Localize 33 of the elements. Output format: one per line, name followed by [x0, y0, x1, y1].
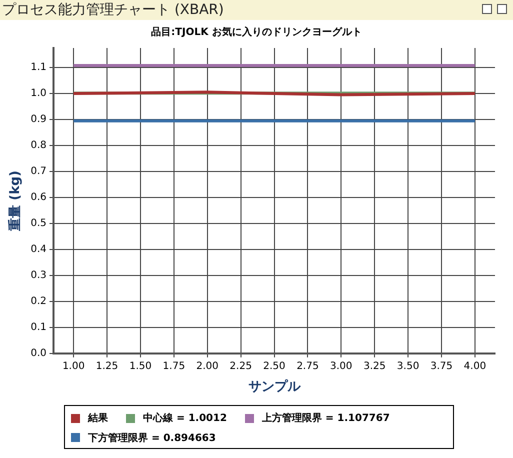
chart-title: プロセス能力管理チャート (XBAR) [2, 1, 224, 19]
x-tick-label: 1.75 [162, 360, 186, 372]
x-tick-label: 1.50 [129, 360, 152, 372]
legend-label: 下方管理限界 = 0.894663 [88, 431, 216, 444]
x-tick-label: 4.00 [464, 360, 486, 372]
x-axis-title: サンプル [248, 378, 302, 395]
legend-label: 中心線 = 1.0012 [143, 411, 227, 425]
y-tick-label: 0.5 [30, 218, 47, 230]
y-tick-label: 0.8 [30, 140, 47, 152]
x-tick-label: 2.50 [263, 360, 286, 372]
y-tick-label: 0.6 [30, 192, 47, 204]
y-tick-label: 0.2 [30, 296, 47, 308]
x-tick-label: 3.75 [430, 360, 453, 372]
y-tick-label: 0.3 [30, 270, 47, 282]
x-tick-label: 3.25 [363, 360, 386, 372]
y-axis-title: 重量 (kg) [7, 170, 24, 232]
y-tick-label: 0.0 [30, 348, 47, 359]
x-tick-label: 1.25 [96, 360, 118, 372]
x-tick-label: 1.00 [62, 360, 85, 372]
y-tick-label: 1.0 [30, 88, 47, 100]
x-tick-label: 3.00 [330, 360, 352, 372]
x-tick-label: 2.00 [196, 360, 218, 372]
y-tick-label: 1.1 [30, 62, 47, 74]
x-tick-label: 2.75 [296, 360, 319, 372]
y-tick-label: 0.1 [30, 322, 47, 333]
legend-label: 結果 [88, 412, 108, 425]
x-tick-label: 3.50 [396, 360, 420, 372]
y-tick-label: 0.9 [30, 114, 47, 126]
y-tick-label: 0.7 [30, 166, 47, 178]
chart-subtitle: 品目:TJOLK お気に入りのドリンクヨーグルト [150, 26, 363, 39]
x-tick-label: 2.25 [230, 360, 252, 372]
y-tick-label: 0.4 [30, 244, 47, 256]
legend-label: 上方管理限界 = 1.107767 [262, 411, 390, 425]
